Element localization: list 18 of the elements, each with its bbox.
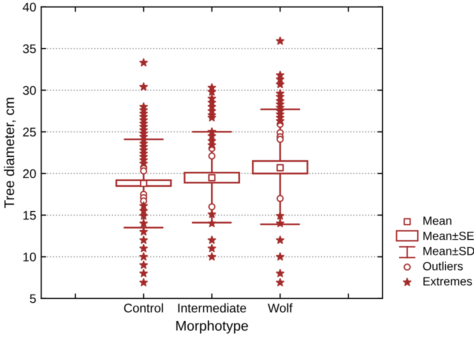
x-tick-label: Intermediate <box>178 303 246 312</box>
y-tick-label: 20 <box>23 169 36 178</box>
y-tick-label: 40 <box>22 2 36 12</box>
y-axis-title: Tree diameter, cm <box>4 98 16 208</box>
y-tick-label: 35 <box>22 44 36 54</box>
y-tick-label: 15 <box>23 211 36 220</box>
y-tick-label: 30 <box>22 86 36 95</box>
y-tick-label: 25 <box>23 128 36 136</box>
legend-label: Mean±SD <box>423 246 474 256</box>
y-tick-label: 5 <box>30 294 36 304</box>
x-axis-title: Morphotype <box>176 320 248 334</box>
legend-label: Mean <box>423 216 452 225</box>
x-tick-label: Wolf <box>268 303 293 312</box>
legend-label: Outliers <box>423 262 463 270</box>
legend-label: Extremes <box>423 277 472 286</box>
legend-label: Mean±SE <box>423 232 474 240</box>
y-tick-label: 10 <box>23 252 36 262</box>
x-tick-label: Control <box>124 303 163 312</box>
